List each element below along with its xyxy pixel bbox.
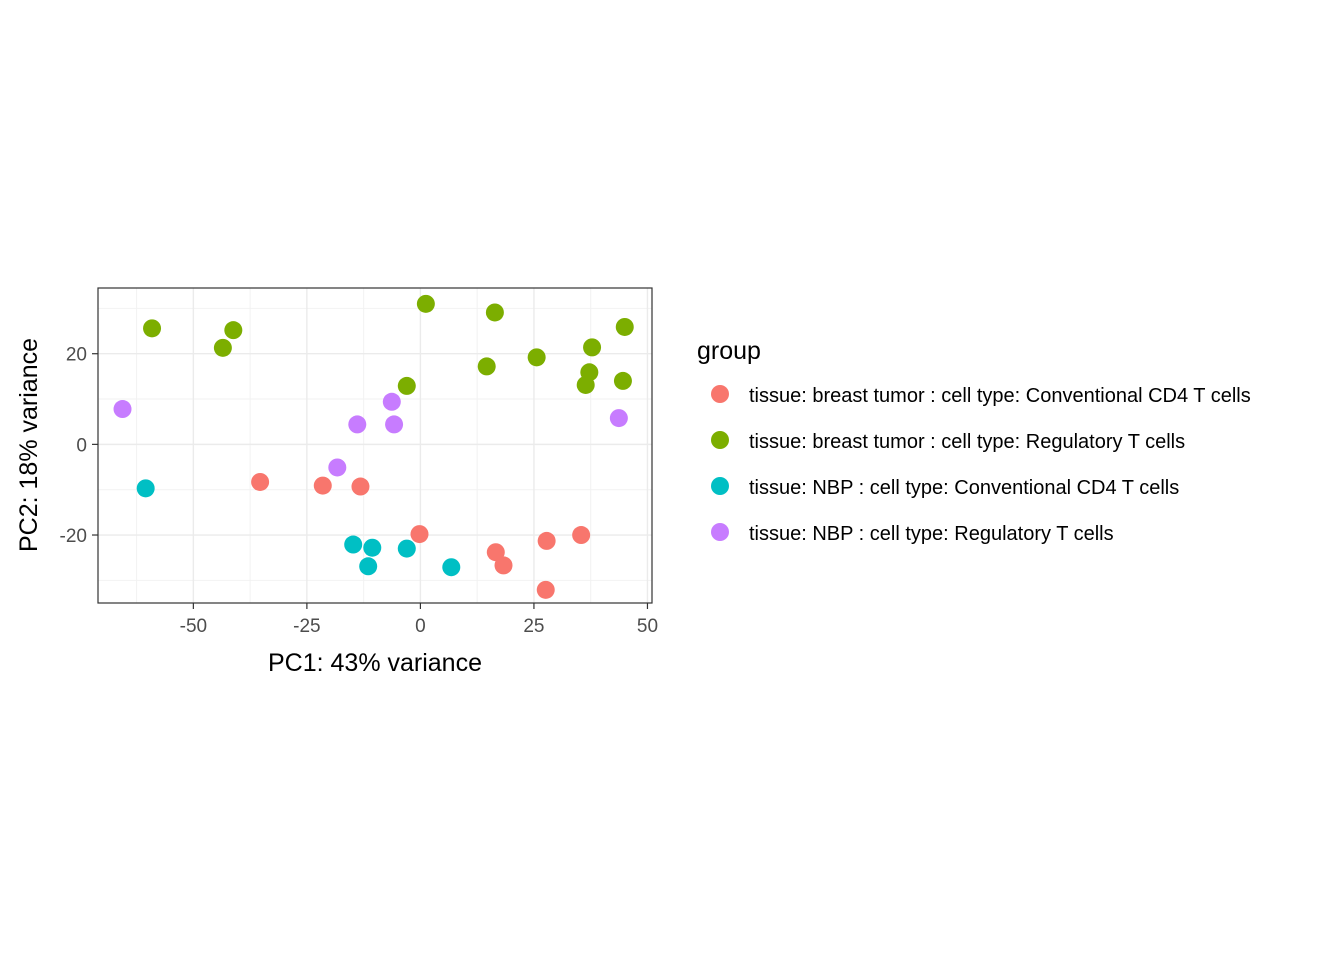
data-point-series-4 [385, 415, 404, 434]
data-point-series-3 [344, 535, 363, 554]
data-point-series-1 [313, 476, 332, 495]
data-point-series-2 [213, 338, 232, 357]
data-point-series-3 [363, 538, 382, 557]
data-point-series-4 [382, 392, 401, 411]
y-tick-label: 20 [66, 345, 87, 366]
data-point-series-3 [442, 558, 461, 577]
y-tick-label: 0 [76, 435, 87, 456]
data-point-series-2 [224, 321, 243, 340]
data-point-series-2 [397, 376, 416, 395]
legend-key-2 [711, 431, 729, 449]
data-point-series-1 [536, 580, 555, 599]
data-point-series-2 [580, 363, 599, 382]
data-point-series-2 [527, 348, 546, 367]
legend: group tissue: breast tumor : cell type: … [697, 337, 1251, 545]
x-tick-label: -25 [293, 616, 320, 637]
data-point-series-1 [537, 531, 556, 550]
data-point-series-2 [477, 357, 496, 376]
x-tick-label: -50 [180, 616, 207, 637]
panel-border [97, 287, 653, 604]
data-point-series-1 [494, 556, 513, 575]
major-gridlines [98, 288, 652, 603]
legend-label-3: tissue: NBP : cell type: Conventional CD… [749, 477, 1179, 499]
data-point-series-1 [572, 526, 591, 545]
legend-items: tissue: breast tumor : cell type: Conven… [711, 385, 1251, 545]
data-point-series-1 [351, 477, 370, 496]
data-point-series-3 [397, 539, 416, 558]
x-axis-title: PC1: 43% variance [268, 649, 482, 677]
data-point-series-1 [486, 543, 505, 562]
x-tick-label: 0 [415, 616, 426, 637]
legend-key-1 [711, 385, 729, 403]
data-point-series-3 [359, 557, 378, 576]
data-point-series-1 [251, 472, 270, 491]
minor-gridlines [98, 288, 652, 603]
data-point-series-3 [136, 479, 155, 498]
legend-key-3 [711, 477, 729, 495]
data-points [113, 294, 634, 599]
data-point-series-2 [615, 317, 634, 336]
legend-label-2: tissue: breast tumor : cell type: Regula… [749, 431, 1185, 453]
x-tick-label: 25 [523, 616, 544, 637]
data-point-series-4 [609, 409, 628, 428]
data-point-series-2 [416, 294, 435, 313]
data-point-series-2 [485, 303, 504, 322]
data-point-series-1 [410, 525, 429, 544]
legend-label-1: tissue: breast tumor : cell type: Conven… [749, 385, 1251, 407]
legend-label-4: tissue: NBP : cell type: Regulatory T ce… [749, 523, 1114, 545]
legend-title: group [697, 337, 761, 365]
data-point-series-4 [113, 400, 132, 419]
x-tick-label: 50 [637, 616, 658, 637]
data-point-series-2 [613, 371, 632, 390]
data-point-series-4 [328, 458, 347, 477]
y-tick-label: -20 [60, 526, 87, 547]
axis-ticks [92, 353, 649, 609]
x-axis-tick-labels: -50 -25 0 25 50 [180, 616, 658, 637]
data-point-series-2 [143, 319, 162, 338]
data-point-series-4 [348, 415, 367, 434]
legend-key-4 [711, 523, 729, 541]
data-point-series-2 [583, 338, 602, 357]
y-axis-title: PC2: 18% variance [15, 338, 43, 552]
y-axis-tick-labels: -20 0 20 [60, 345, 87, 547]
